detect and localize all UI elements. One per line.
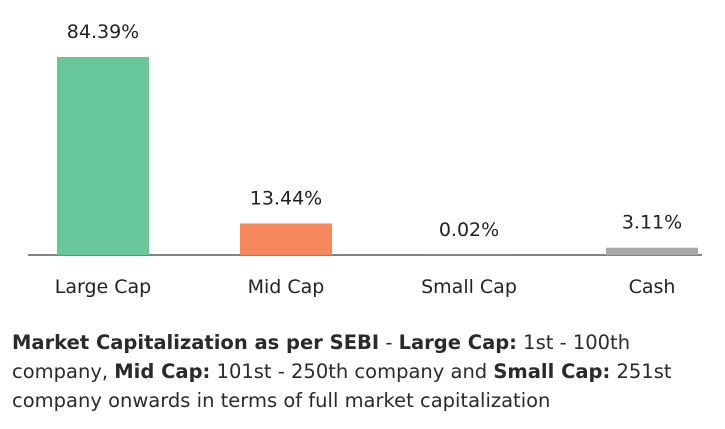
value-label-mid-cap: 13.44% — [250, 187, 322, 209]
footnote-bold-segment: Market Capitalization as per SEBI — [12, 331, 380, 354]
footnote-text-segment: - — [379, 331, 399, 354]
footnote-text-segment: 1st - 100th company, — [12, 331, 631, 383]
bar-mid-cap — [240, 223, 332, 255]
value-label-cash: 3.11% — [622, 212, 682, 234]
bar-chart: 84.39% 13.44% 0.02% 3.11% Large Cap Mid Cap S… — [28, 21, 702, 298]
footnote-bold-segment: Small Cap: — [493, 360, 611, 383]
category-labels-group: Large Cap Mid Cap Small Cap Cash — [55, 276, 676, 298]
footnote-bold-segment: Mid Cap: — [114, 360, 211, 383]
footnote-text-segment: 101st - 250th company and — [210, 360, 494, 383]
bar-large-cap — [57, 57, 149, 255]
value-label-large-cap: 84.39% — [67, 21, 139, 43]
category-label-large-cap: Large Cap — [55, 276, 151, 298]
value-labels-group: 84.39% 13.44% 0.02% 3.11% — [67, 21, 682, 241]
category-label-mid-cap: Mid Cap — [248, 276, 325, 298]
bars-group — [57, 57, 698, 255]
category-label-small-cap: Small Cap — [421, 276, 517, 298]
footnote-bold-segment: Large Cap: — [398, 331, 517, 354]
bar-cash — [606, 247, 698, 255]
footnote-text-segment: 251st company onwards in terms of full m… — [12, 360, 672, 412]
footnote: Market Capitalization as per SEBI - Larg… — [12, 328, 718, 415]
value-label-small-cap: 0.02% — [439, 219, 499, 241]
category-label-cash: Cash — [629, 276, 676, 298]
